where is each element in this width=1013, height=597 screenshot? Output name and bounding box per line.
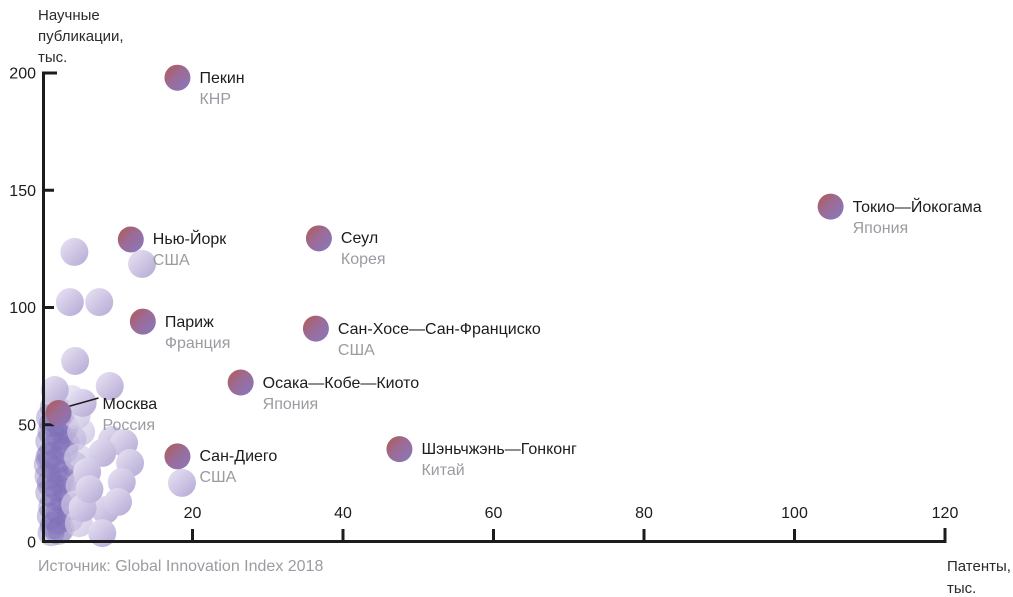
halo-bubble [67,417,96,446]
y-axis-title: Научные публикации, тыс. [38,7,124,66]
city-country: США [152,252,190,270]
city-label-seoul: Сеул Корея [341,228,386,270]
y-tick-label: 0 [27,535,36,552]
city-label-osaka-kobe-kyoto: Осака—Кобе—Киото Япония [263,373,420,415]
cluster-bubble [39,512,67,540]
background-bubble [75,475,104,504]
city-name: Сан-Хосе—Сан-Франциско [337,320,541,338]
city-country: Корея [340,251,386,269]
cluster-bubble [35,444,63,472]
city-bubble-tokyo-yokohama [817,193,844,220]
city-bubble-san-jose-san-francisco [302,315,329,342]
city-bubble-moscow [45,400,72,427]
city-name: Сан-Диего [199,448,278,466]
city-country: США [199,469,237,487]
background-bubble [60,237,89,266]
city-bubble-osaka-kobe-kyoto [227,369,254,396]
city-name: Париж [164,313,214,331]
cluster-bubble [44,474,72,502]
y-tick-label: 50 [18,417,36,434]
city-name: Москва [102,396,158,414]
city-country: США [337,341,375,359]
x-axis-title: Патенты, тыс. [947,558,1011,597]
cluster-bubble [34,462,62,490]
cluster-bubble [42,432,70,460]
x-tick-label: 120 [932,505,959,522]
city-country: КНР [199,90,231,108]
cluster-bubble [41,455,69,483]
city-bubble-new-york [117,226,144,253]
background-bubble [128,249,157,278]
cluster-bubble [45,422,73,450]
x-tick-label: 40 [334,505,352,522]
city-label-tokyo-yokohama: Токио—Йокогама Япония [853,197,982,239]
background-bubble [40,376,69,405]
city-name: Шэньчжэнь—Гонконг [421,441,577,459]
city-name: Пекин [199,69,245,87]
city-bubble-shenzhen-hong-kong [386,436,413,463]
cluster-bubble [33,451,61,479]
background-bubble [61,346,90,375]
city-country: Япония [852,219,909,237]
x-tick-label: 60 [485,505,503,522]
city-label-new-york: Нью-Йорк США [153,229,227,271]
x-tick-label: 20 [184,505,202,522]
city-country: Россия [102,417,156,435]
city-label-san-diego: Сан-Диего США [199,446,277,488]
city-label-moscow: Москва Россия [103,394,158,436]
city-label-shenzhen-hong-kong: Шэньчжэнь—Гонконг Китай [421,439,576,481]
city-label-beijing: Пекин КНР [199,68,244,110]
background-bubble [104,487,133,516]
background-bubble [88,438,117,467]
label-connector-moscow [66,397,99,408]
city-label-san-jose-san-francisco: Сан-Хосе—Сан-Франциско США [338,319,541,361]
city-name: Осака—Кобе—Киото [262,374,420,392]
background-bubble [167,468,196,497]
cluster-bubble [38,493,66,521]
cluster-bubble [44,507,72,535]
city-bubble-beijing [164,64,191,91]
city-name: Сеул [340,230,379,248]
city-bubble-seoul [305,225,332,252]
city-name: Токио—Йокогама [852,198,982,216]
city-country: Франция [164,334,231,352]
x-tick-label: 100 [781,505,808,522]
background-bubble [85,288,114,317]
background-bubble [95,372,124,401]
background-bubble [55,288,84,317]
city-bubble-paris [129,308,156,335]
x-tick-label: 80 [635,505,653,522]
y-tick-label: 200 [9,66,36,83]
city-country: Китай [421,462,465,480]
city-label-paris: Париж Франция [165,312,231,354]
y-tick-label: 100 [9,300,36,317]
city-bubble-san-diego [164,443,191,470]
city-name: Нью-Йорк [152,231,227,249]
city-country: Япония [262,395,319,413]
cluster-bubble [44,446,72,474]
source-note: Источник: Global Innovation Index 2018 [38,558,324,575]
y-tick-label: 150 [9,183,36,200]
